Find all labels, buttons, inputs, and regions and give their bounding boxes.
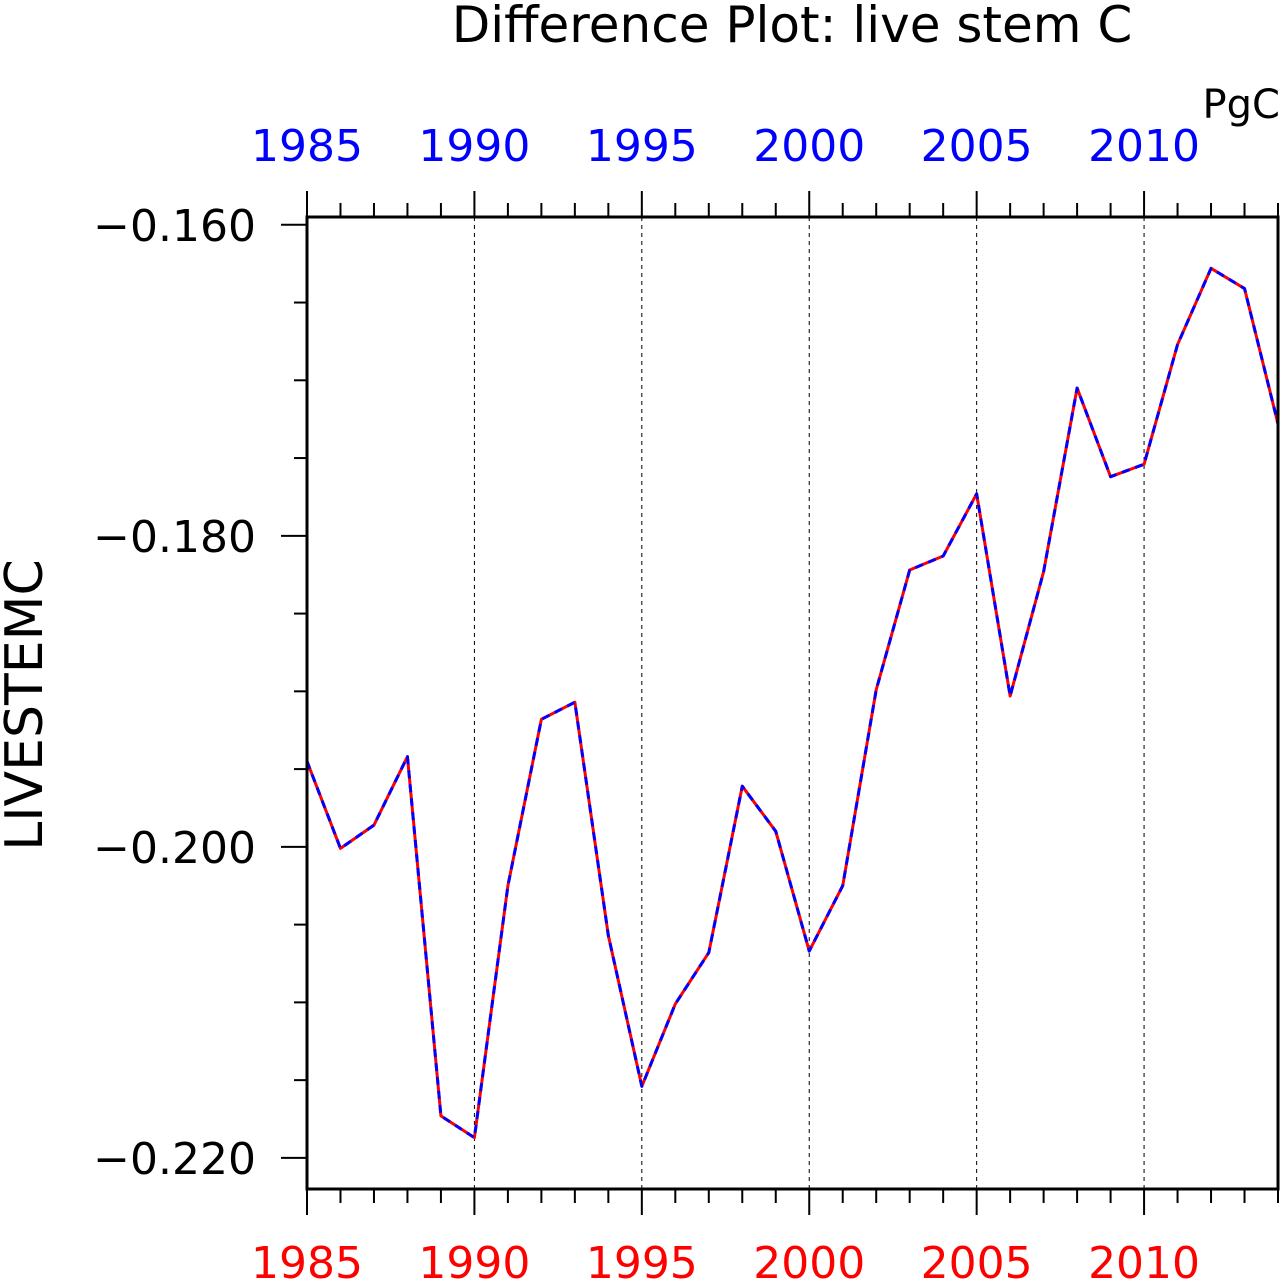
series-layer — [305, 266, 1280, 1140]
grid-layer — [473, 217, 1145, 1189]
x-tick-label-bottom: 1985 — [251, 1238, 363, 1280]
units-label: PgC — [1203, 82, 1280, 128]
y-axis-label: LIVESTEMC — [0, 559, 55, 851]
y-tick-label: −0.160 — [93, 201, 256, 252]
x-tick-label-bottom: 1995 — [586, 1238, 698, 1280]
y-tick-label: −0.180 — [93, 512, 256, 563]
x-tick-label-top: 2010 — [1088, 121, 1200, 172]
x-tick-label-top: 1990 — [418, 121, 530, 172]
x-tick-label-bottom: 2005 — [921, 1238, 1033, 1280]
ticks-layer — [281, 191, 1279, 1215]
x-tick-label-bottom: 1990 — [418, 1238, 530, 1280]
x-tick-label-top: 2005 — [921, 121, 1033, 172]
x-tick-label-bottom: 2010 — [1088, 1238, 1200, 1280]
y-tick-label: −0.220 — [93, 1134, 256, 1185]
tick-labels-layer: 1985 1985 1990 1990 1995 1995 2000 2000 2005 2005… — [93, 121, 1200, 1280]
x-tick-label-top: 1985 — [251, 121, 363, 172]
x-tick-label-top: 2000 — [753, 121, 865, 172]
series-line-1 — [305, 266, 1280, 1140]
plot-frame — [305, 215, 1280, 1191]
y-tick-label: −0.200 — [93, 823, 256, 874]
x-tick-label-top: 1995 — [586, 121, 698, 172]
chart-title: Difference Plot: live stem C — [452, 0, 1133, 54]
series-line-2 — [305, 266, 1280, 1140]
x-tick-label-bottom: 2000 — [753, 1238, 865, 1280]
